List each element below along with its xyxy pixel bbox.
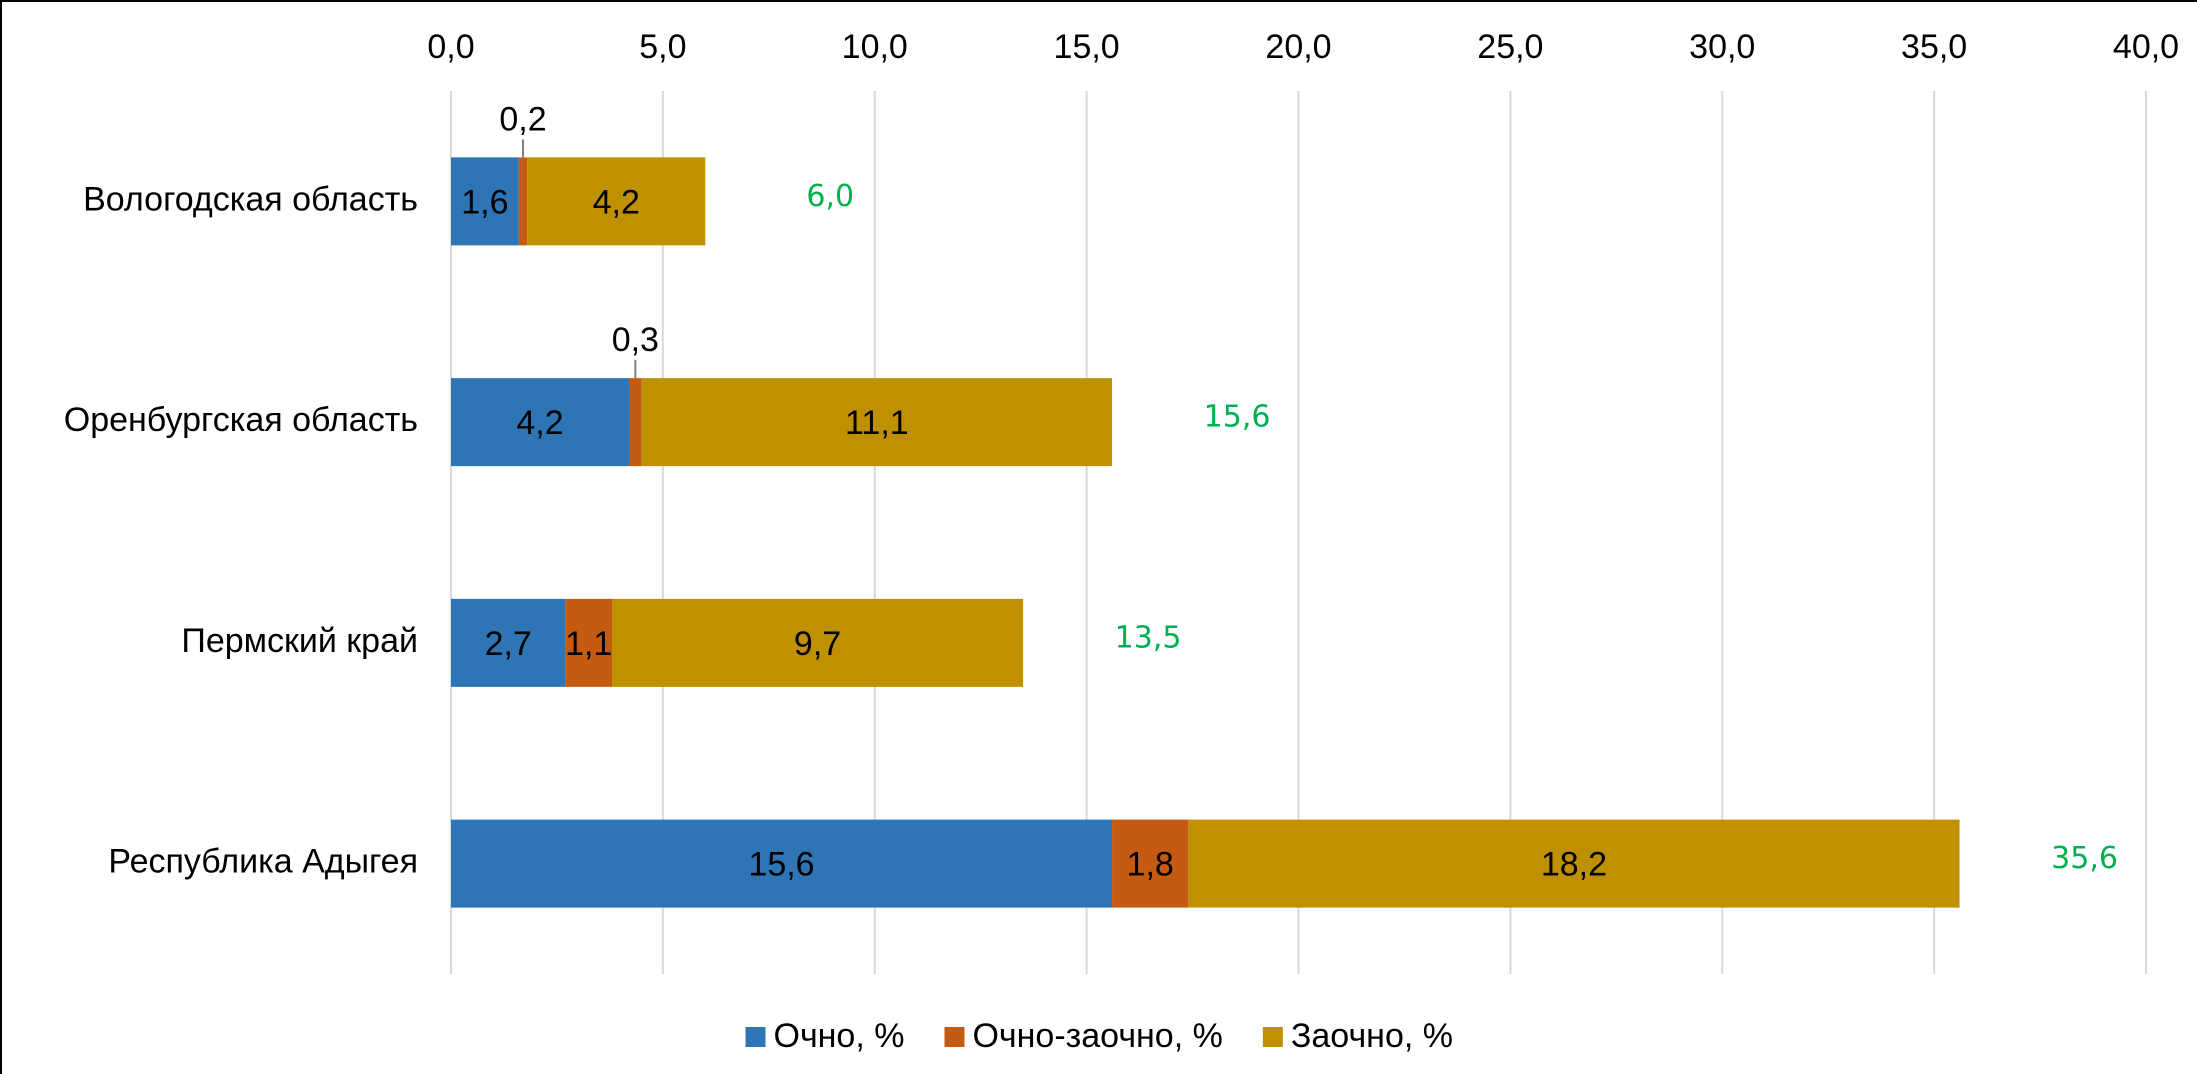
category-label: Оренбургская область xyxy=(64,401,418,439)
x-tick-label: 10,0 xyxy=(842,28,908,66)
bar-segment xyxy=(451,598,566,687)
legend-swatch xyxy=(944,1027,965,1047)
data-label: 11,1 xyxy=(845,404,909,442)
x-tick-label: 20,0 xyxy=(1265,28,1331,66)
total-label: 15,6 xyxy=(1204,400,1271,435)
data-label: 1,6 xyxy=(461,183,508,221)
legend-label: Очно, % xyxy=(774,1017,905,1055)
data-label: 1,8 xyxy=(1127,846,1174,884)
bar-segment xyxy=(1188,819,1960,908)
data-label: 9,7 xyxy=(794,625,841,663)
data-label: 0,2 xyxy=(499,100,546,138)
x-tick-label: 35,0 xyxy=(1901,28,1967,66)
x-tick-label: 15,0 xyxy=(1054,28,1120,66)
data-label: 4,2 xyxy=(516,404,563,442)
bar-segment xyxy=(628,378,642,467)
bar-segment xyxy=(565,598,613,687)
bar-segment xyxy=(527,157,706,246)
bar-segment xyxy=(451,378,629,467)
bar-segment xyxy=(451,157,519,246)
data-label: 0,3 xyxy=(612,321,659,359)
category-label: Республика Адыгея xyxy=(108,843,418,881)
legend-swatch xyxy=(745,1027,766,1047)
legend-label: Заочно, % xyxy=(1291,1017,1453,1055)
total-label: 13,5 xyxy=(1115,620,1182,655)
total-label: 6,0 xyxy=(806,179,854,214)
bar-segment xyxy=(1112,819,1189,908)
total-label: 35,6 xyxy=(2051,841,2118,876)
x-tick-label: 0,0 xyxy=(427,28,474,66)
x-tick-label: 40,0 xyxy=(2113,28,2179,66)
data-label: 4,2 xyxy=(593,183,640,221)
bar-segment xyxy=(451,819,1113,908)
legend-swatch xyxy=(1262,1027,1283,1047)
bar-segment xyxy=(641,378,1113,467)
bar-segment xyxy=(518,157,528,246)
x-tick-label: 25,0 xyxy=(1477,28,1543,66)
x-tick-label: 5,0 xyxy=(639,28,686,66)
category-label: Вологодская область xyxy=(83,180,418,218)
data-label: 18,2 xyxy=(1541,846,1607,884)
data-label: 1,1 xyxy=(565,625,612,663)
legend-label: Очно-заочно, % xyxy=(972,1017,1222,1055)
x-tick-label: 30,0 xyxy=(1689,28,1755,66)
data-label: 15,6 xyxy=(748,846,814,884)
data-label: 2,7 xyxy=(485,625,532,663)
bar-segment xyxy=(612,598,1024,687)
category-label: Пермский край xyxy=(181,622,418,660)
